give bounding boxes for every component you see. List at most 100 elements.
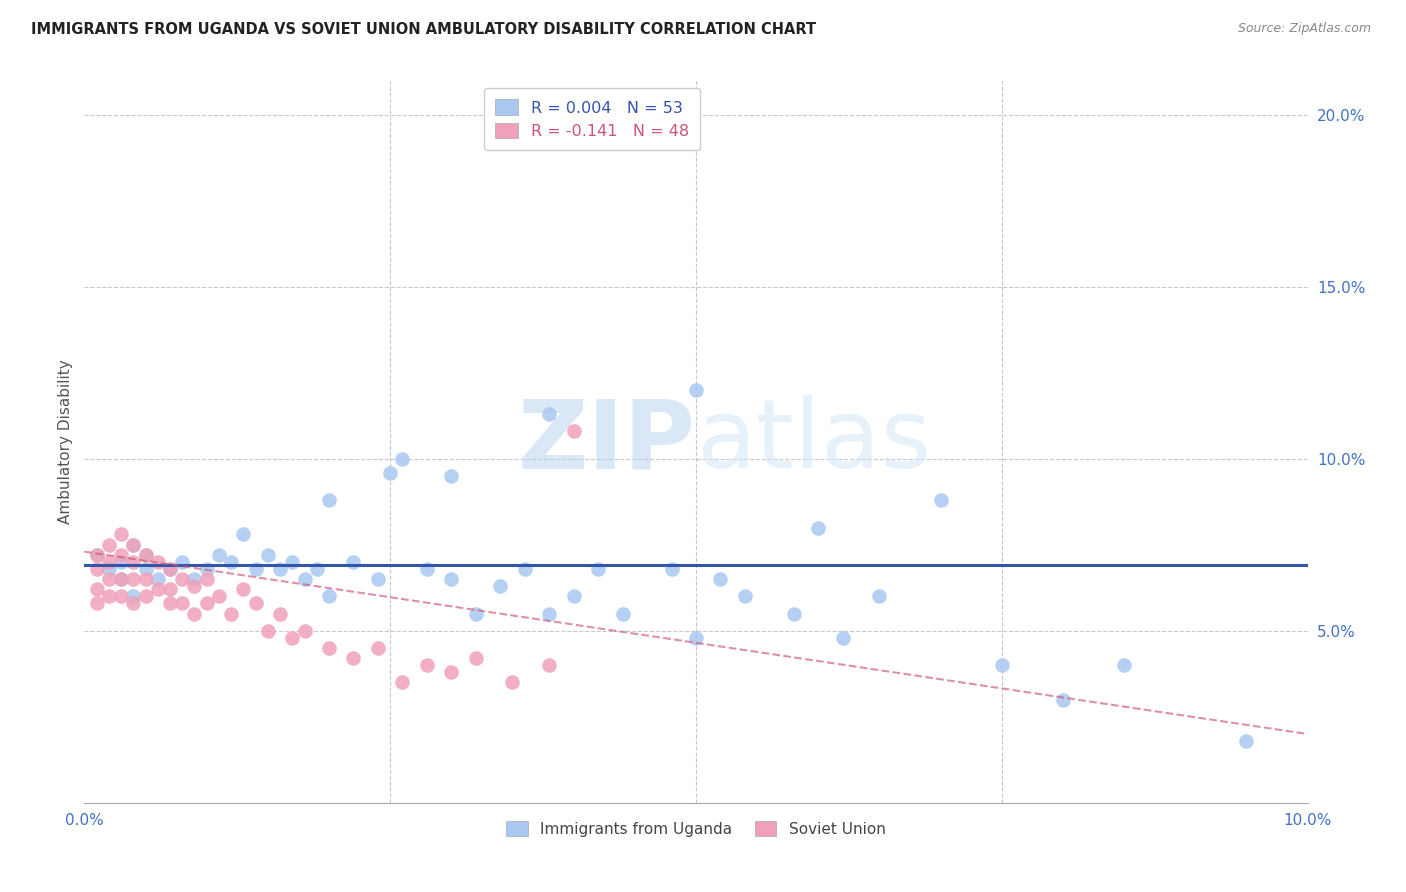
Point <box>86 548 108 562</box>
Point <box>159 562 181 576</box>
Point <box>281 555 304 569</box>
Point <box>86 562 108 576</box>
Point <box>831 631 853 645</box>
Point <box>440 469 463 483</box>
Point <box>183 607 205 621</box>
Point <box>183 572 205 586</box>
Point <box>172 555 194 569</box>
Point <box>281 631 304 645</box>
Point <box>122 555 145 569</box>
Point <box>367 640 389 655</box>
Point <box>807 520 830 534</box>
Point <box>586 562 609 576</box>
Point <box>110 572 132 586</box>
Text: Source: ZipAtlas.com: Source: ZipAtlas.com <box>1237 22 1371 36</box>
Point <box>146 572 169 586</box>
Point <box>219 607 242 621</box>
Point <box>1052 692 1074 706</box>
Point <box>257 548 280 562</box>
Point <box>146 555 169 569</box>
Point <box>380 466 402 480</box>
Point <box>367 572 389 586</box>
Point <box>562 590 585 604</box>
Point <box>135 548 157 562</box>
Point <box>783 607 806 621</box>
Point <box>135 562 157 576</box>
Point <box>97 590 120 604</box>
Point <box>661 562 683 576</box>
Point <box>208 590 231 604</box>
Point <box>1114 658 1136 673</box>
Point <box>97 555 120 569</box>
Y-axis label: Ambulatory Disability: Ambulatory Disability <box>58 359 73 524</box>
Point <box>195 572 218 586</box>
Point <box>122 590 145 604</box>
Point <box>232 582 254 597</box>
Point <box>97 538 120 552</box>
Point <box>464 607 486 621</box>
Point <box>110 527 132 541</box>
Point <box>122 596 145 610</box>
Point <box>391 675 413 690</box>
Point <box>612 607 634 621</box>
Point <box>159 562 181 576</box>
Point <box>110 572 132 586</box>
Point <box>513 562 536 576</box>
Point <box>110 590 132 604</box>
Point <box>318 590 340 604</box>
Point <box>232 527 254 541</box>
Point <box>538 407 561 421</box>
Point <box>257 624 280 638</box>
Point <box>489 579 512 593</box>
Point <box>135 572 157 586</box>
Point <box>86 548 108 562</box>
Point <box>685 383 707 397</box>
Point <box>245 596 267 610</box>
Point <box>195 596 218 610</box>
Point <box>122 538 145 552</box>
Point <box>159 582 181 597</box>
Point <box>538 607 561 621</box>
Point <box>195 562 218 576</box>
Point <box>97 572 120 586</box>
Point <box>294 572 316 586</box>
Point <box>172 596 194 610</box>
Legend: Immigrants from Uganda, Soviet Union: Immigrants from Uganda, Soviet Union <box>498 812 894 846</box>
Point <box>342 555 364 569</box>
Point <box>416 658 439 673</box>
Text: atlas: atlas <box>696 395 931 488</box>
Point <box>869 590 891 604</box>
Point <box>929 493 952 508</box>
Point <box>1236 734 1258 748</box>
Point <box>464 651 486 665</box>
Point <box>172 572 194 586</box>
Point <box>318 493 340 508</box>
Point <box>245 562 267 576</box>
Point <box>122 572 145 586</box>
Point <box>734 590 756 604</box>
Point <box>122 538 145 552</box>
Point <box>146 582 169 597</box>
Point <box>391 451 413 466</box>
Point <box>294 624 316 638</box>
Point <box>110 548 132 562</box>
Point <box>318 640 340 655</box>
Point <box>86 582 108 597</box>
Point <box>110 555 132 569</box>
Point <box>562 424 585 438</box>
Text: ZIP: ZIP <box>517 395 696 488</box>
Point <box>97 562 120 576</box>
Point <box>709 572 731 586</box>
Point <box>135 590 157 604</box>
Point <box>135 548 157 562</box>
Text: IMMIGRANTS FROM UGANDA VS SOVIET UNION AMBULATORY DISABILITY CORRELATION CHART: IMMIGRANTS FROM UGANDA VS SOVIET UNION A… <box>31 22 815 37</box>
Point <box>416 562 439 576</box>
Point <box>219 555 242 569</box>
Point <box>502 675 524 690</box>
Point <box>991 658 1014 673</box>
Point <box>685 631 707 645</box>
Point <box>208 548 231 562</box>
Point <box>440 572 463 586</box>
Point <box>538 658 561 673</box>
Point <box>269 562 291 576</box>
